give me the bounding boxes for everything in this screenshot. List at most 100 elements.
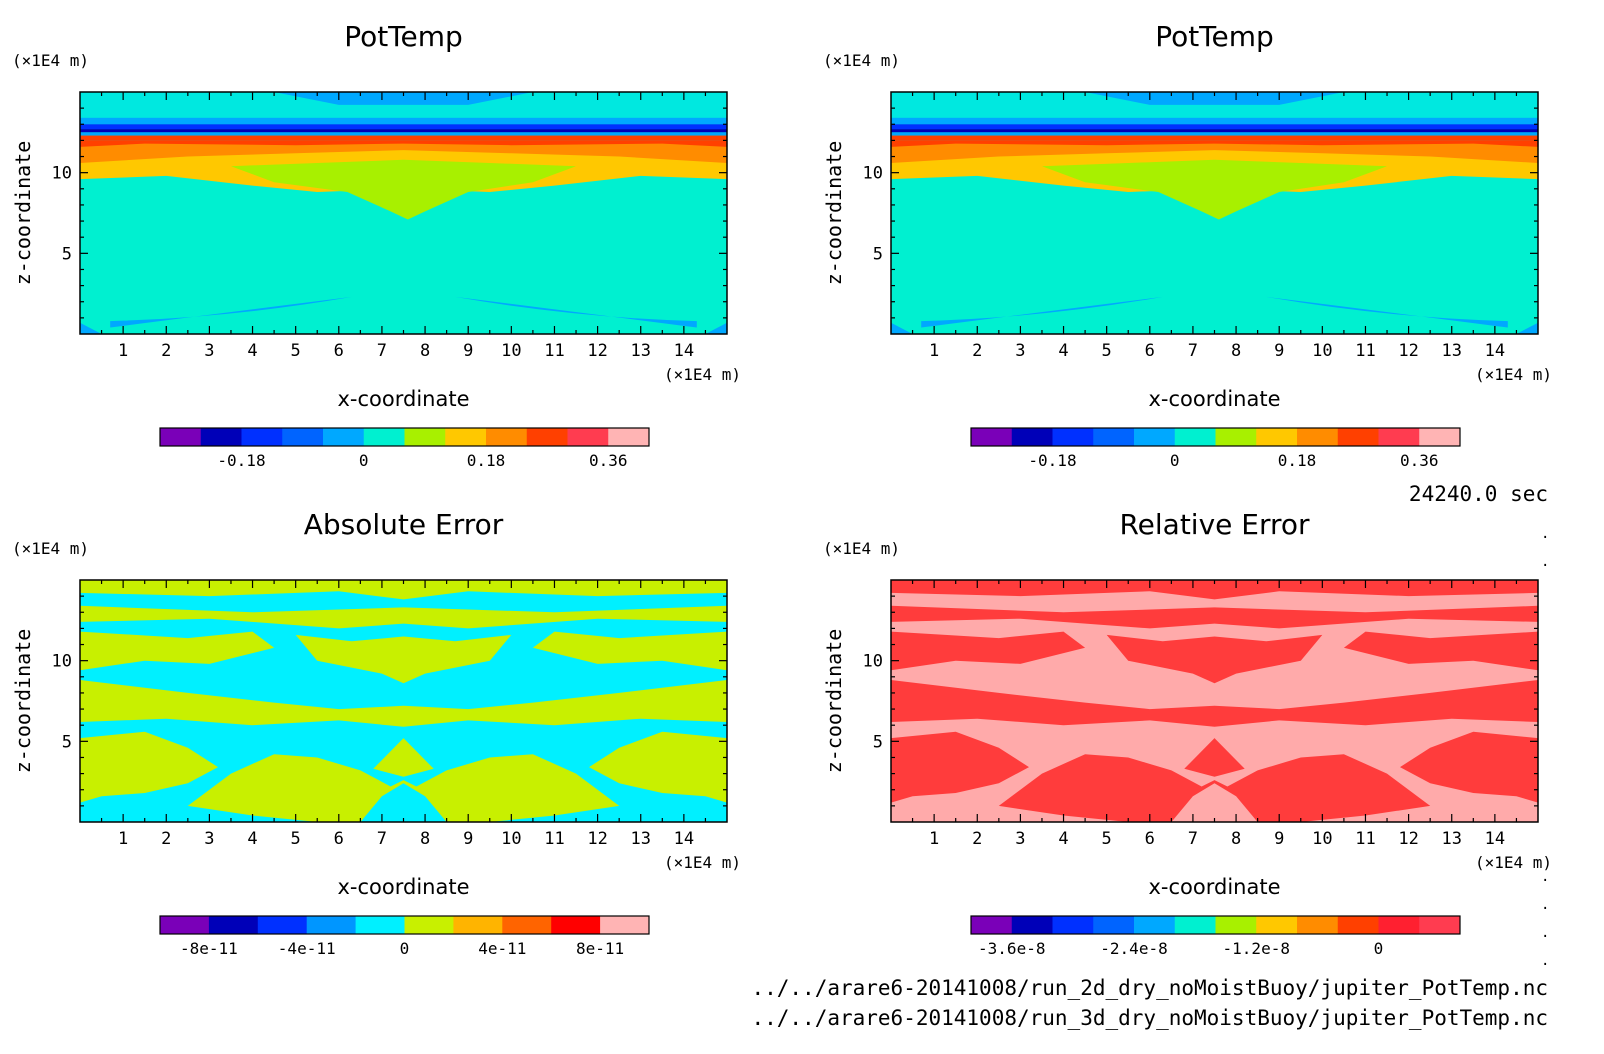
- x-tick-label: 11: [544, 341, 564, 361]
- field-corner: [1516, 322, 1538, 334]
- field-region: [891, 605, 1538, 629]
- field-green-plume: [231, 159, 576, 220]
- field-band: [80, 135, 727, 141]
- x-tick-label: 14: [674, 829, 694, 849]
- colorbar-tick-label: -2.4e-8: [1100, 939, 1167, 958]
- y-tick-label: 10: [863, 164, 883, 184]
- x-tick-label: 4: [247, 829, 257, 849]
- x-tick-label: 7: [1188, 341, 1198, 361]
- y-unit-label: (×1E4 m): [823, 539, 900, 558]
- colorbar-swatch: [1174, 916, 1216, 934]
- chart-title: Absolute Error: [304, 508, 504, 541]
- x-tick-label: 6: [1145, 829, 1155, 849]
- colorbar-swatch: [1337, 428, 1379, 446]
- x-tick-label: 1: [929, 341, 939, 361]
- x-tick-label: 6: [334, 341, 344, 361]
- x-tick-label: 13: [1441, 341, 1461, 361]
- colorbar-swatch: [1419, 916, 1461, 934]
- field-region: [80, 580, 727, 600]
- x-unit-label: (×1E4 m): [1475, 365, 1552, 384]
- colorbar-swatch: [323, 428, 365, 446]
- x-tick-label: 9: [463, 341, 473, 361]
- x-tick-label: 13: [1441, 829, 1461, 849]
- x-tick-label: 1: [118, 829, 128, 849]
- x-tick-label: 12: [587, 829, 607, 849]
- x-tick-label: 5: [1102, 341, 1112, 361]
- colorbar-tick-label: -1.2e-8: [1223, 939, 1290, 958]
- file-path-2d: ../../arare6-20141008/run_2d_dry_noMoist…: [751, 976, 1548, 1000]
- colorbar-swatch: [486, 428, 528, 446]
- x-tick-label: 8: [1231, 341, 1241, 361]
- heatmap-field: [891, 92, 1538, 334]
- colorbar-swatch: [971, 428, 1013, 446]
- x-tick-label: 5: [291, 829, 301, 849]
- colorbar-swatch: [208, 916, 259, 934]
- field-region: [1106, 634, 1323, 684]
- colorbar-swatch: [453, 916, 503, 934]
- x-tick-label: 7: [377, 829, 387, 849]
- colorbar-swatch: [363, 428, 405, 446]
- colorbar-swatch: [241, 428, 283, 446]
- chart-title: PotTemp: [1155, 20, 1274, 53]
- colorbar-swatch: [1215, 916, 1257, 934]
- field-region: [1171, 783, 1258, 822]
- colorbar-tick-label: -0.18: [1028, 451, 1076, 470]
- x-tick-label: 9: [463, 829, 473, 849]
- field-region: [80, 631, 275, 671]
- field-band: [80, 117, 727, 125]
- y-tick-label: 5: [873, 244, 883, 264]
- colorbar-swatch: [1256, 428, 1298, 446]
- x-tick-label: 10: [501, 829, 521, 849]
- y-axis-label: z-coordinate: [822, 141, 846, 286]
- x-tick-label: 2: [972, 341, 982, 361]
- colorbar-swatch: [502, 916, 552, 934]
- colorbar-swatch: [1256, 916, 1298, 934]
- x-tick-label: 7: [377, 341, 387, 361]
- x-tick-label: 4: [247, 341, 257, 361]
- dot-mark: .: [1541, 897, 1550, 913]
- colorbar-tick-label: -3.6e-8: [978, 939, 1045, 958]
- colorbar-tick-label: 0.36: [589, 451, 628, 470]
- colorbar-swatch: [971, 916, 1013, 934]
- x-tick-label: 11: [1355, 341, 1375, 361]
- colorbar-swatch: [600, 916, 650, 934]
- field-corner: [891, 322, 913, 334]
- colorbar-swatch: [1011, 916, 1053, 934]
- colorbar-swatch: [526, 428, 568, 446]
- x-tick-label: 2: [161, 829, 171, 849]
- colorbar-swatch: [282, 428, 324, 446]
- field-band: [80, 124, 727, 130]
- colorbar-swatch: [355, 916, 405, 934]
- y-unit-label: (×1E4 m): [12, 539, 89, 558]
- colorbar-tick-label: 0: [1374, 939, 1384, 958]
- field-region: [891, 631, 1086, 671]
- x-tick-label: 6: [1145, 341, 1155, 361]
- dot-mark: .: [1541, 953, 1550, 969]
- heatmap-field: [80, 580, 727, 822]
- colorbar-frame: [970, 427, 1461, 447]
- colorbar-tick-label: 4e-11: [478, 939, 526, 958]
- colorbar-tick-label: -4e-11: [278, 939, 336, 958]
- colorbar-swatch: [404, 916, 454, 934]
- field-region: [360, 783, 447, 822]
- x-tick-label: 1: [929, 829, 939, 849]
- colorbar-tick-label: 0.18: [467, 451, 506, 470]
- colorbar-swatch: [306, 916, 357, 934]
- field-region: [891, 680, 1538, 727]
- dot-mark: .: [1541, 869, 1550, 885]
- x-tick-label: 3: [204, 829, 214, 849]
- field-band: [891, 132, 1538, 136]
- colorbar-swatch: [1378, 916, 1420, 934]
- heatmap-field: [891, 580, 1538, 822]
- field-region: [589, 731, 727, 803]
- y-axis-label: z-coordinate: [11, 141, 35, 286]
- colorbar-swatch: [160, 428, 202, 446]
- y-tick-label: 10: [863, 652, 883, 672]
- x-tick-label: 4: [1058, 829, 1068, 849]
- colorbar-tick-label: 0: [1170, 451, 1180, 470]
- field-bottom-arc: [1266, 296, 1508, 328]
- heatmap-field: [80, 92, 727, 334]
